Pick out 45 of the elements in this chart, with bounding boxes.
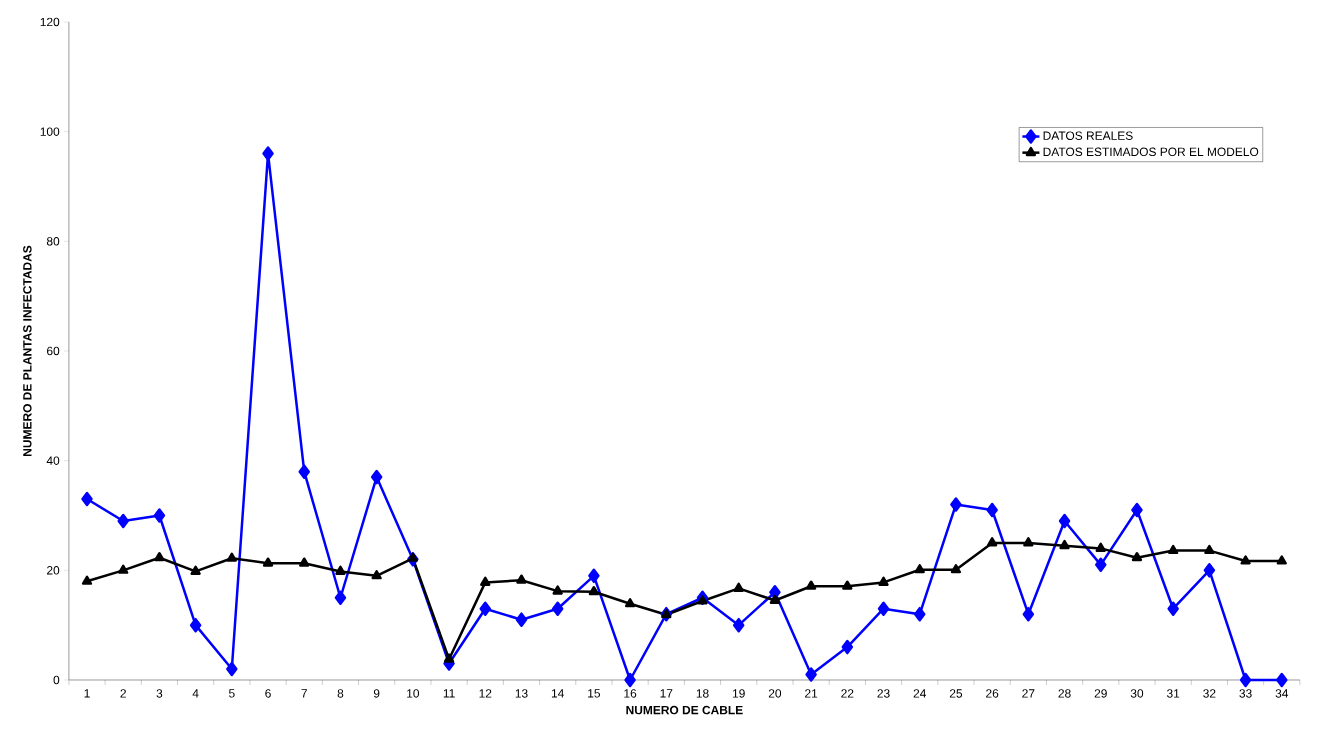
legend-label: DATOS REALES: [1043, 131, 1133, 140]
y-tick-label: 20: [47, 566, 60, 575]
x-tick-label: 20: [768, 689, 782, 698]
x-tick-label: 14: [551, 689, 564, 698]
x-tick-label: 6: [265, 689, 271, 698]
x-tick-label: 29: [1094, 689, 1107, 698]
x-tick-label: 3: [156, 689, 163, 698]
x-tick-label: 2: [120, 689, 126, 698]
x-tick-label: 8: [337, 689, 344, 698]
x-tick-label: 34: [1275, 689, 1289, 698]
x-tick-label: 23: [877, 689, 890, 698]
x-tick-label: 32: [1203, 689, 1216, 698]
x-tick-label: 1: [84, 689, 90, 698]
x-tick-label: 25: [949, 689, 963, 698]
x-tick-label: 22: [841, 689, 854, 698]
x-tick-label: 10: [407, 689, 420, 698]
x-tick-label: 27: [1022, 689, 1035, 698]
y-tick-label: 120: [40, 17, 60, 27]
y-tick-label: 0: [53, 675, 60, 685]
y-tick-label: 60: [47, 346, 60, 356]
x-tick-label: 13: [515, 689, 528, 698]
x-tick-label: 9: [373, 689, 380, 698]
x-tick-label: 16: [624, 689, 637, 698]
x-tick-label: 4: [192, 689, 199, 698]
x-tick-label: 21: [805, 689, 818, 698]
x-tick-label: 15: [588, 689, 601, 698]
x-tick-label: 24: [913, 689, 927, 698]
x-tick-label: 30: [1130, 689, 1144, 698]
x-tick-label: 28: [1058, 689, 1071, 698]
x-axis-title: NUMERO DE CABLE: [626, 705, 743, 715]
x-tick-label: 33: [1239, 689, 1252, 698]
x-tick-label: 19: [732, 689, 745, 698]
x-tick-label: 12: [479, 689, 492, 698]
x-tick-label: 31: [1166, 689, 1180, 698]
y-axis-title: NUMERO DE PLANTAS INFECTADAS: [23, 245, 32, 456]
y-tick-label: 100: [40, 127, 60, 136]
y-tick-label: 40: [46, 456, 60, 465]
x-tick-label: 11: [443, 689, 455, 698]
x-tick-label: 5: [228, 689, 235, 698]
y-tick-label: 80: [46, 237, 60, 246]
x-tick-label: 18: [696, 689, 709, 698]
legend-label: DATOS ESTIMADOS POR EL MODELO: [1043, 147, 1259, 157]
x-tick-label: 26: [986, 689, 999, 698]
x-tick-label: 17: [660, 689, 673, 698]
x-tick-label: 7: [301, 689, 307, 698]
